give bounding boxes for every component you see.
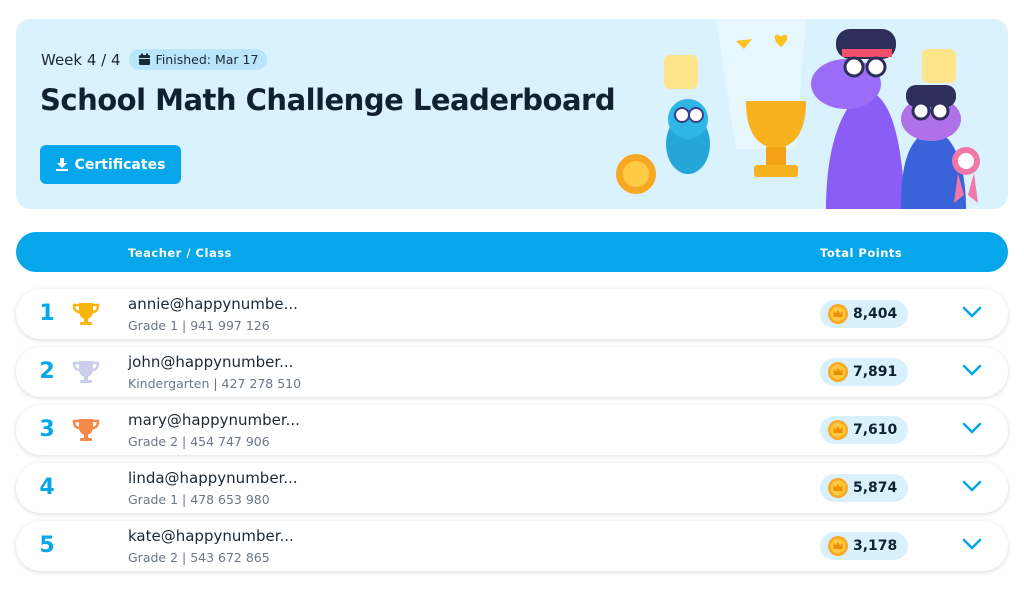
table-row[interactable]: 2 john@happynumber... Kindergarten | 427… — [16, 347, 1008, 397]
points-badge: 7,891 — [820, 358, 908, 386]
points-value: 7,610 — [853, 422, 898, 438]
rank: 3 — [39, 417, 55, 442]
points-value: 5,874 — [853, 480, 898, 496]
chevron-down-icon[interactable] — [962, 363, 982, 377]
class-info: Grade 2 | 454 747 906 — [128, 434, 270, 449]
crown-coin-icon — [828, 304, 848, 324]
points-badge: 7,610 — [820, 416, 908, 444]
teacher-email: linda@happynumber... — [128, 469, 298, 487]
certificates-button[interactable]: Certificates — [40, 145, 181, 184]
crown-coin-icon — [828, 362, 848, 382]
finished-label: Finished: Mar 17 — [155, 52, 259, 67]
header-banner: Week 4 / 4 Finished: Mar 17 School Math … — [16, 19, 1008, 209]
class-info: Grade 1 | 941 997 126 — [128, 318, 270, 333]
page-title: School Math Challenge Leaderboard — [40, 83, 616, 117]
class-info: Grade 1 | 478 653 980 — [128, 492, 270, 507]
certificates-label: Certificates — [74, 156, 166, 173]
chevron-down-icon[interactable] — [962, 537, 982, 551]
week-label: Week 4 / 4 — [41, 50, 121, 69]
chevron-down-icon[interactable] — [962, 421, 982, 435]
finished-badge: Finished: Mar 17 — [128, 49, 268, 70]
table-row[interactable]: 4 linda@happynumber... Grade 1 | 478 653… — [16, 463, 1008, 513]
trophy-bronze-icon — [72, 419, 100, 441]
points-value: 8,404 — [853, 306, 898, 322]
table-row[interactable]: 1 annie@happynumbe... Grade 1 | 941 997 … — [16, 289, 1008, 339]
rank: 5 — [39, 533, 55, 558]
teacher-email: mary@happynumber... — [128, 411, 300, 429]
points-badge: 3,178 — [820, 532, 908, 560]
chevron-down-icon[interactable] — [962, 479, 982, 493]
trophy-gold-icon — [72, 303, 100, 325]
class-info: Kindergarten | 427 278 510 — [128, 376, 302, 391]
mascots-illustration — [616, 19, 980, 209]
table-row[interactable]: 5 kate@happynumber... Grade 2 | 543 672 … — [16, 521, 1008, 571]
teacher-email: annie@happynumbe... — [128, 295, 298, 313]
trophy-silver-icon — [72, 361, 100, 383]
rank: 4 — [39, 475, 55, 500]
points-value: 3,178 — [853, 538, 898, 554]
crown-coin-icon — [828, 420, 848, 440]
column-header-points: Total Points — [820, 246, 903, 260]
class-info: Grade 2 | 543 672 865 — [128, 550, 270, 565]
chevron-down-icon[interactable] — [962, 305, 982, 319]
column-header-teacher: Teacher / Class — [128, 246, 232, 260]
teacher-email: john@happynumber... — [128, 353, 294, 371]
table-header: Teacher / Class Total Points — [16, 232, 1008, 272]
teacher-email: kate@happynumber... — [128, 527, 294, 545]
download-icon — [55, 158, 68, 171]
points-badge: 8,404 — [820, 300, 908, 328]
crown-coin-icon — [828, 478, 848, 498]
rank: 2 — [39, 359, 55, 384]
rank: 1 — [39, 301, 55, 326]
points-value: 7,891 — [853, 364, 898, 380]
week-info: Week 4 / 4 Finished: Mar 17 — [41, 49, 268, 70]
crown-coin-icon — [828, 536, 848, 556]
calendar-icon — [138, 53, 150, 65]
table-row[interactable]: 3 mary@happynumber... Grade 2 | 454 747 … — [16, 405, 1008, 455]
points-badge: 5,874 — [820, 474, 908, 502]
